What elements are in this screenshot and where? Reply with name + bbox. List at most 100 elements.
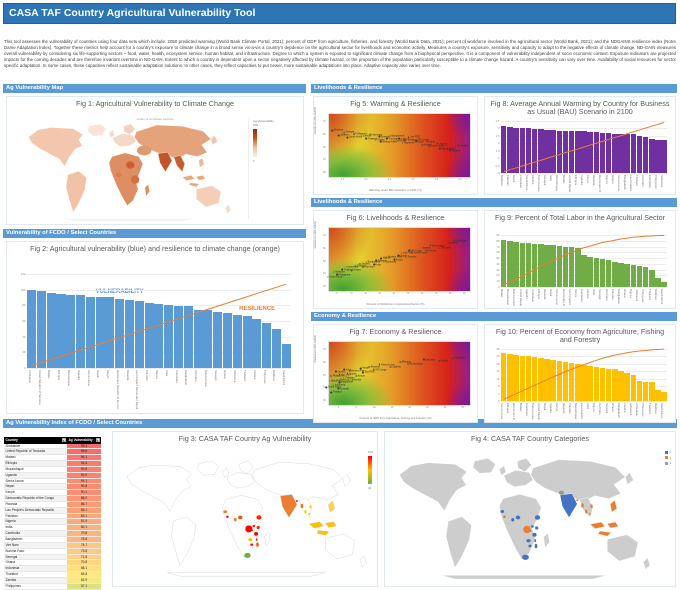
point-marker (400, 252, 403, 254)
point-label: India (346, 368, 351, 371)
table-row: Lao People's Democratic Republic 85.1 (4, 507, 101, 514)
x-axis-label: Nepal (549, 289, 554, 297)
x-axis-label: Burkina Faso (512, 289, 517, 306)
y-axis-tick: 0 (23, 366, 26, 370)
x-axis-tick: 10 (350, 292, 353, 295)
bar (562, 362, 569, 401)
filter-icon[interactable]: ▾ (61, 438, 66, 444)
point-marker (337, 134, 340, 137)
fig7-scatter-card: Fig 7: Economy & Resilience South Africa… (313, 324, 478, 423)
x-axis-tick: 2.0 (340, 178, 345, 181)
bar (525, 243, 532, 287)
point-marker (453, 239, 456, 242)
x-axis-label: India (164, 370, 169, 377)
gridline (501, 121, 667, 122)
table-cell-country: United Republic of Tanzania (4, 449, 67, 455)
bar (642, 381, 649, 401)
scatter-point: Tanzania (423, 358, 435, 361)
bar (562, 130, 569, 173)
section-ag-vulnerability-index: Ag Vulnerability Index of FCDO / Select … (3, 419, 677, 428)
table-cell-country: Ethiopia (4, 461, 67, 466)
point-label: Nepal (400, 254, 407, 258)
fig5-plot-area: Moldova Ukraine Georgia South Africa Philipp… (323, 113, 471, 181)
table-cell-value: 62.9 (67, 577, 101, 583)
x-axis-label: Kenya (106, 370, 111, 378)
x-axis-label: Nepal (543, 403, 548, 411)
vulnerability-table: Country ▾ Ag Vulnerability ▾ Zimbabwe 99.… (4, 437, 101, 590)
x-axis-tick: 2.4 (387, 178, 392, 181)
scatter-point: DR Congo (415, 139, 429, 142)
table-cell-value: 68.1 (67, 566, 101, 572)
map-region-newzealand (225, 204, 231, 214)
fig10-x-axis-labels: Sierra LeoneEthiopiaDemocratic Republic … (501, 403, 667, 420)
scatter-point: Ukraine (337, 134, 348, 137)
fig5-scatter-card: Fig 5: Warming & Resilience Moldova Ukrai… (313, 96, 478, 195)
point-label: Thailand (343, 268, 354, 272)
point-marker (378, 363, 381, 366)
table-row: Bangladesh 78.8 (4, 537, 101, 543)
x-axis-label: Zambia (252, 370, 257, 380)
x-axis-label: Zimbabwe (518, 175, 523, 188)
bar (605, 260, 612, 287)
point-label: India (401, 137, 406, 140)
map-region-japan (342, 474, 351, 487)
bar (618, 262, 624, 287)
fig3-legend: 100 30 (367, 450, 373, 490)
map-region-newzealand (643, 557, 651, 570)
point-marker (419, 247, 422, 249)
map-country-highlight (528, 544, 532, 548)
x-axis-label: India (549, 175, 554, 182)
table-row: Nigeria 81.9 (4, 519, 101, 526)
point-marker (332, 384, 335, 386)
point-marker (436, 142, 439, 145)
fig2-bar-chart-card: Fig 2: Agricultural vulnerability (blue)… (6, 241, 304, 414)
fig6-scatter-card: Fig 6: Livelihoods & Resilience South Af… (313, 210, 478, 309)
scatter-point: Zambia (360, 135, 371, 138)
point-marker (449, 149, 452, 152)
x-axis-label: Burkina Faso (536, 175, 541, 192)
point-marker (345, 266, 347, 268)
x-axis-label: United Republic of Tanzania (537, 403, 541, 420)
x-axis-label: South Africa (659, 403, 664, 419)
bar (612, 369, 618, 401)
point-label: Bangladesh (391, 134, 405, 138)
map-country-highlight (515, 515, 521, 520)
fig10-bar-chart-card: Fig 10: Percent of Economy from Agricult… (484, 324, 676, 423)
map-region-madagascar (543, 532, 550, 548)
map-region-europe (503, 470, 534, 487)
x-axis-tick: 15 (390, 406, 394, 409)
map-region-africa (108, 152, 144, 206)
scatter-point: Ethiopia (399, 361, 411, 364)
x-axis-label: Nepal (96, 370, 101, 378)
table-cell-value: 83.1 (67, 513, 101, 519)
fig10-plot-area: 0 4 8 12 16 20 24 28 (496, 347, 667, 403)
bar (519, 242, 525, 287)
point-marker (325, 386, 328, 389)
map-region-northamerica (126, 464, 192, 512)
scatter-point: Philippines (336, 273, 350, 276)
y-axis-tick: 8 (497, 384, 500, 389)
bar (655, 389, 661, 401)
y-axis-tick: 70 (496, 244, 500, 249)
point-label: India (375, 263, 381, 267)
table-cell-value: 96.1 (67, 455, 101, 461)
bar (252, 318, 262, 368)
point-label: Viet Nam (340, 373, 351, 377)
y-axis-tick: 20 (22, 350, 26, 355)
x-axis-label: South Africa (282, 370, 287, 386)
x-axis-label: Mozambique (67, 370, 71, 387)
x-axis-label: Burkina Faso (530, 403, 535, 420)
table-cell-value: 65.8 (67, 572, 101, 577)
x-axis-label: Malawi (561, 175, 566, 184)
point-label: Rwanda (370, 365, 380, 369)
point-marker (425, 249, 427, 252)
point-label: Malawi (451, 149, 460, 153)
point-label: Indonesia (347, 265, 358, 269)
x-axis-tick: 3.0 (458, 178, 462, 181)
point-marker (378, 135, 380, 138)
bar (599, 259, 606, 287)
filter-icon[interactable]: ▾ (95, 438, 100, 444)
table-cell-value: 70.8 (67, 560, 101, 566)
map-country-highlight (581, 503, 584, 508)
point-marker (365, 137, 368, 140)
